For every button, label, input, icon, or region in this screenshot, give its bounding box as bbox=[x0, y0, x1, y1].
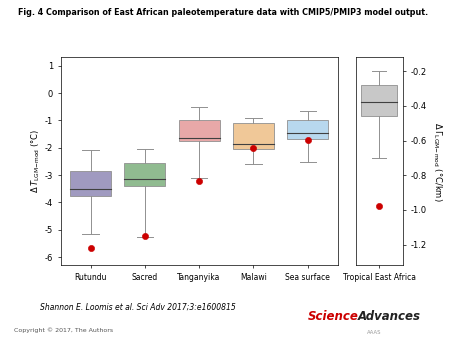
Text: Science: Science bbox=[308, 310, 359, 322]
Y-axis label: $\Delta\,\Gamma_{\mathrm{LGM\!-\!mod}}$ (°C/km): $\Delta\,\Gamma_{\mathrm{LGM\!-\!mod}}$ … bbox=[431, 122, 443, 201]
Text: Copyright © 2017, The Authors: Copyright © 2017, The Authors bbox=[14, 327, 112, 333]
Bar bbox=[179, 120, 220, 141]
Bar bbox=[70, 171, 111, 196]
Text: Shannon E. Loomis et al. Sci Adv 2017;3:e1600815: Shannon E. Loomis et al. Sci Adv 2017;3:… bbox=[40, 303, 236, 312]
Text: Fig. 4 Comparison of East African paleotemperature data with CMIP5/PMIP3 model o: Fig. 4 Comparison of East African paleot… bbox=[18, 8, 428, 18]
Y-axis label: $\Delta\,T_{\mathrm{LGM\!-\!mod}}$ (°C): $\Delta\,T_{\mathrm{LGM\!-\!mod}}$ (°C) bbox=[29, 129, 42, 193]
Bar bbox=[124, 163, 166, 186]
Bar bbox=[233, 123, 274, 149]
Text: AAAS: AAAS bbox=[367, 330, 381, 335]
Text: Advances: Advances bbox=[358, 310, 421, 322]
Bar bbox=[361, 85, 397, 116]
Bar bbox=[287, 120, 328, 139]
